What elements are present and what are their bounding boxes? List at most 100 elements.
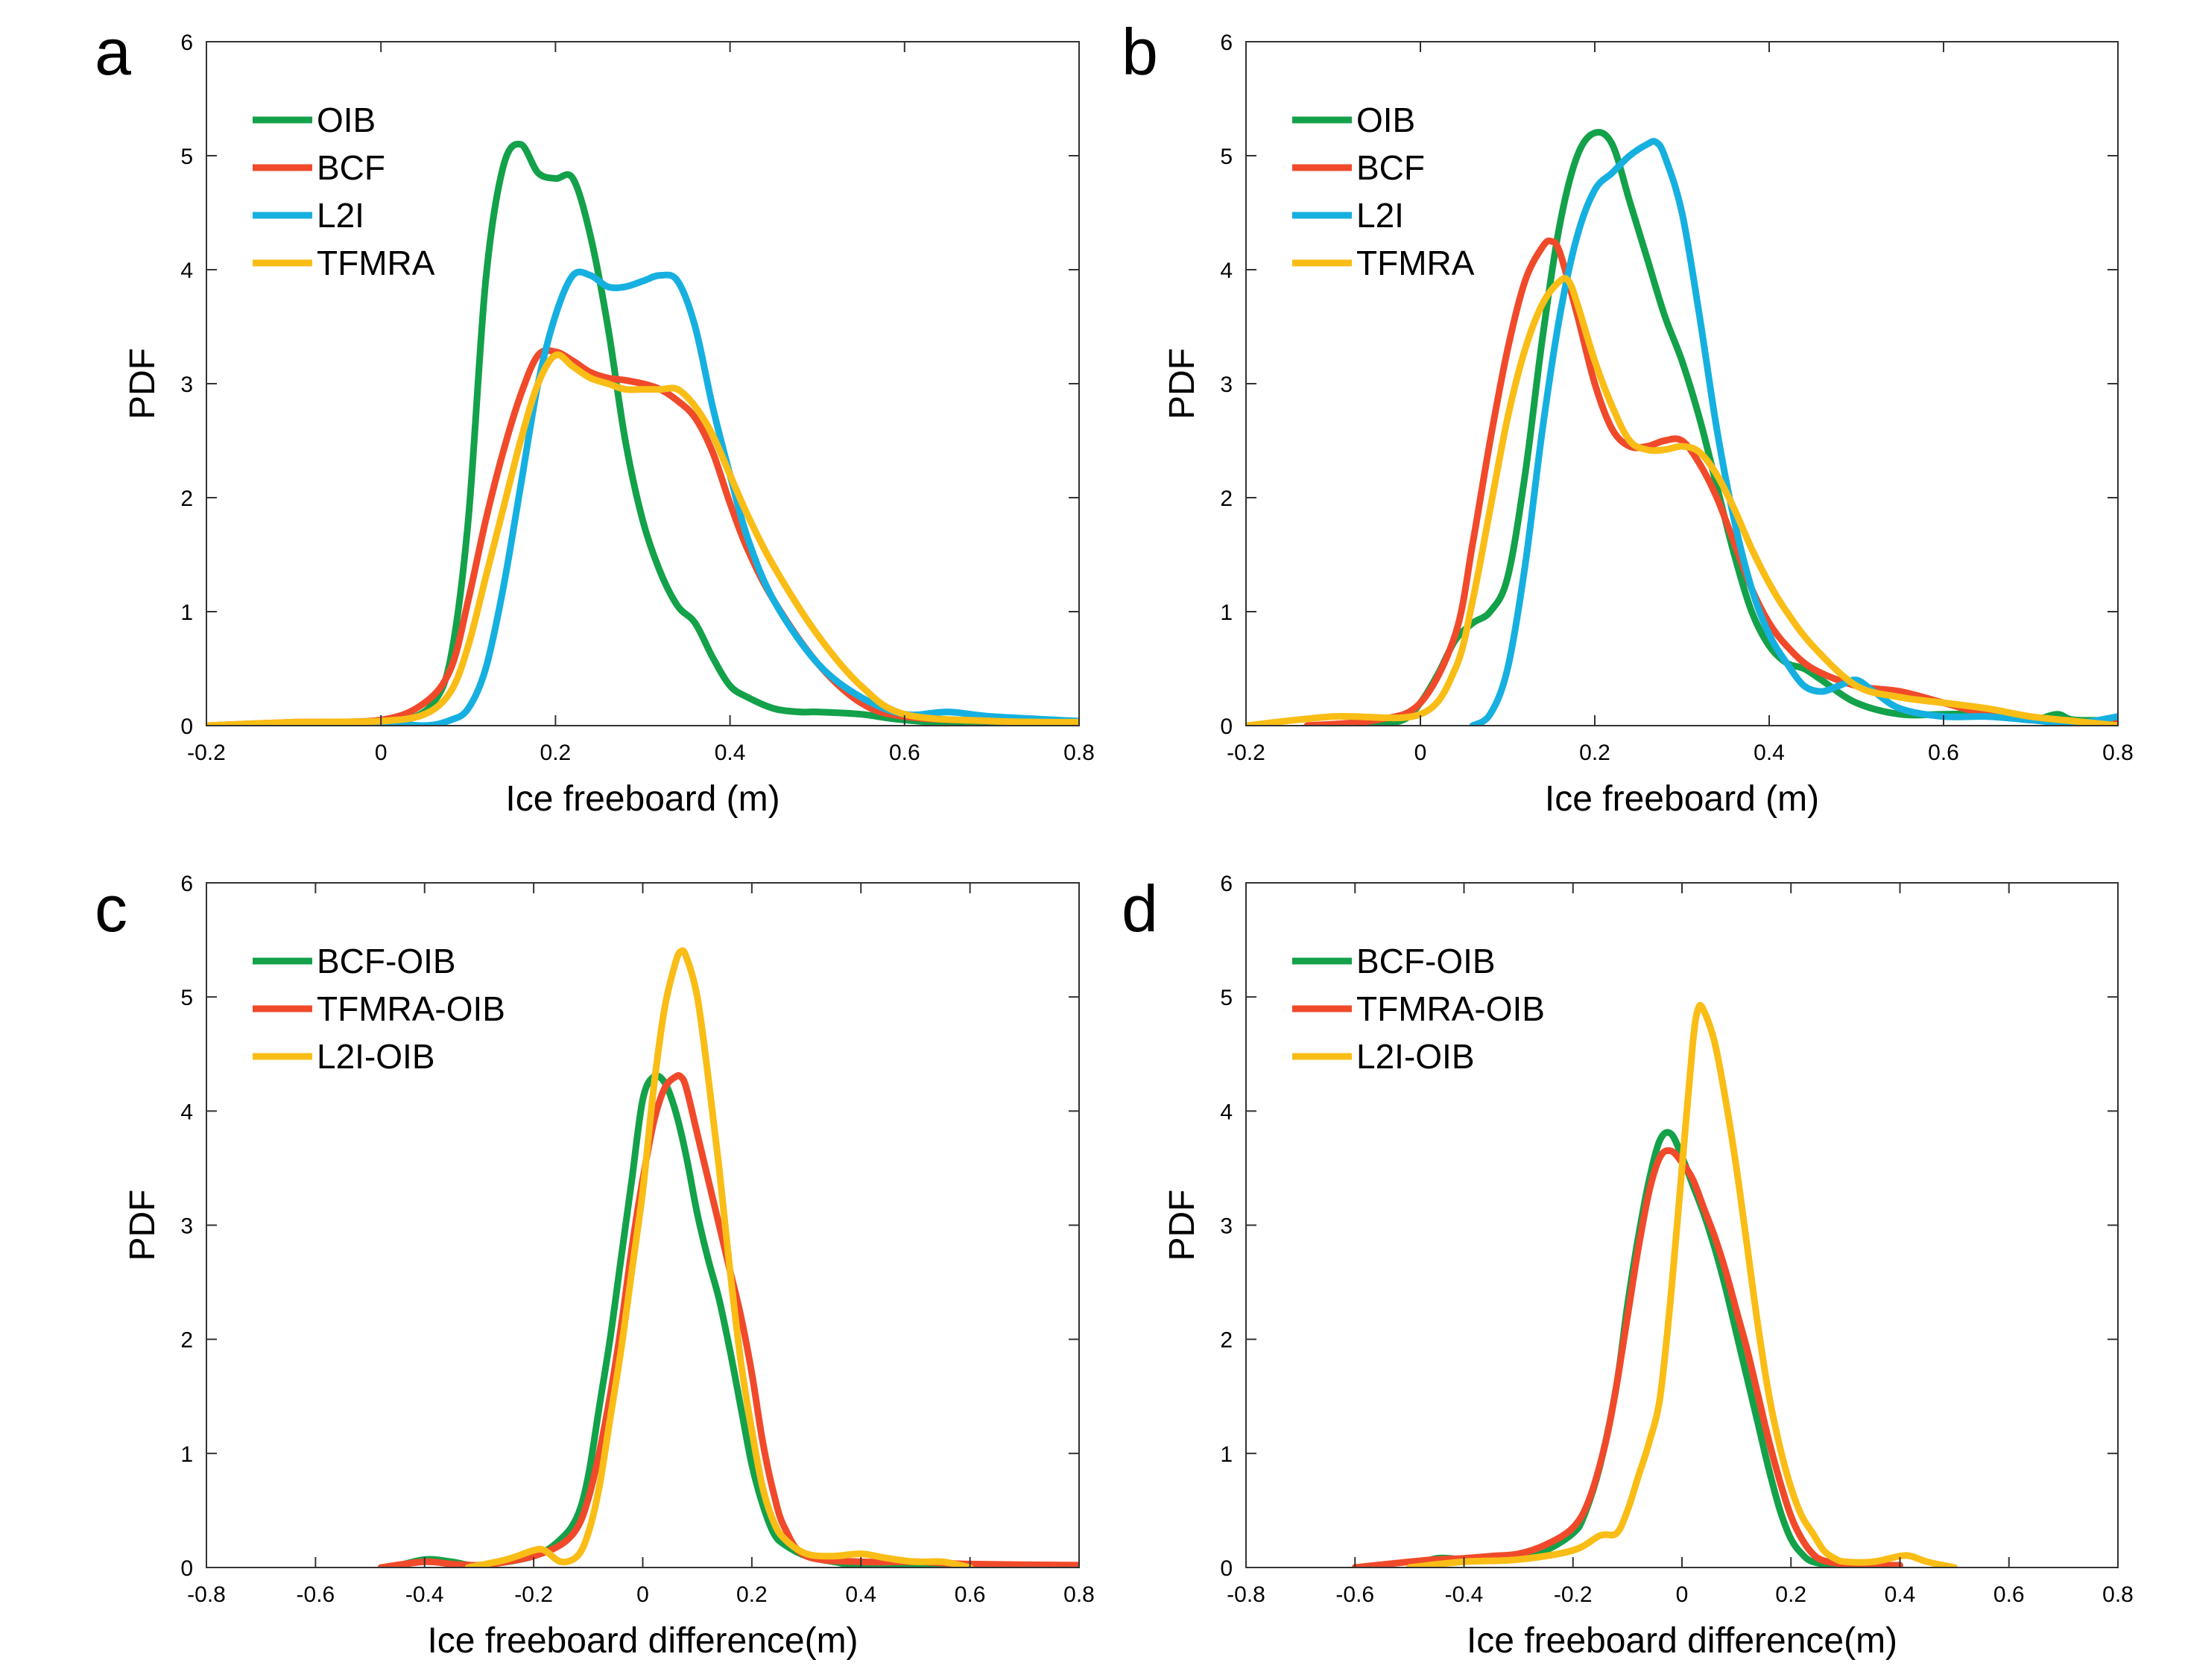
- legend-label-tfmra: TFMRA: [1356, 244, 1475, 282]
- series-line-tfmra-oib: [377, 1071, 1079, 1568]
- x-tick-label: 0.4: [845, 1582, 876, 1607]
- legend-label-tfmra: TFMRA: [317, 244, 435, 282]
- y-tick-label: 3: [1220, 373, 1233, 397]
- x-tick-label: 0.8: [1063, 1582, 1095, 1607]
- series-group: [1351, 1001, 1958, 1568]
- y-tick-label: 5: [1220, 145, 1233, 169]
- x-tick-label: -0.2: [514, 1582, 553, 1607]
- x-tick-label: 0.6: [1928, 741, 1959, 765]
- y-tick-label: 4: [1220, 259, 1233, 283]
- y-tick-label: 0: [1220, 714, 1233, 739]
- y-tick-label: 4: [180, 259, 193, 283]
- legend-label-bcf-oib: BCF-OIB: [1356, 942, 1496, 980]
- legend-label-l2i-oib: L2I-OIB: [1356, 1037, 1475, 1076]
- x-tick-label: -0.4: [1445, 1582, 1484, 1607]
- series-group: [377, 947, 1079, 1568]
- series-line-l2i-oib: [1405, 1001, 1958, 1568]
- series-line-tfmra: [1246, 275, 2118, 726]
- y-tick-label: 5: [180, 986, 193, 1010]
- series-line-tfmra-oib: [1351, 1147, 1903, 1568]
- axes-frame: [1245, 41, 2119, 726]
- series-line-l2i: [1469, 138, 2118, 726]
- y-tick-label: 6: [180, 31, 193, 55]
- axes-frame: [206, 882, 1080, 1568]
- y-tick-label: 4: [1220, 1100, 1233, 1124]
- series-group: [206, 140, 1079, 726]
- series-line-bcf: [1303, 237, 2118, 726]
- panel-letter: c: [95, 872, 127, 945]
- legend-label-bcf-oib: BCF-OIB: [317, 942, 456, 980]
- x-tick-label: 0: [375, 741, 388, 765]
- x-tick-label: 0.8: [2102, 741, 2134, 765]
- y-tick-label: 6: [1220, 31, 1233, 55]
- panel-c: c -0.8 -0.6 -0.4 -0.2 0 0.2 0.4 0.6 0.8 0 1 2 3 4 5 6 Ice…: [95, 872, 1095, 1661]
- y-tick-label: 2: [180, 486, 193, 511]
- series-line-bcf-oib: [1405, 1129, 1876, 1568]
- y-tick-label: 5: [180, 145, 193, 169]
- series-line-oib: [1365, 129, 2118, 726]
- x-axis-label: Ice freeboard difference(m): [427, 1621, 858, 1661]
- y-tick-label: 3: [180, 373, 193, 397]
- y-tick-label: 3: [1220, 1214, 1233, 1239]
- legend-label-tfmra-oib: TFMRA-OIB: [317, 989, 505, 1028]
- x-tick-label: -0.2: [1227, 741, 1265, 765]
- legend: BCF-OIB TFMRA-OIB L2I-OIB: [253, 942, 505, 1076]
- y-axis-label: PDF: [1163, 1190, 1202, 1261]
- y-tick-label: 1: [1220, 1442, 1233, 1467]
- y-tick-label: 4: [180, 1100, 193, 1124]
- x-tick-label: -0.6: [1335, 1582, 1374, 1607]
- x-tick-label: 0: [1414, 741, 1427, 765]
- series-line-oib: [334, 140, 1079, 726]
- x-tick-label: 0.8: [1063, 741, 1095, 765]
- x-tick-label: 0: [636, 1582, 649, 1607]
- x-tick-label: -0.2: [1554, 1582, 1593, 1607]
- x-axis-label: Ice freeboard difference(m): [1467, 1621, 1897, 1661]
- legend-label-l2i-oib: L2I-OIB: [317, 1037, 435, 1076]
- legend-label-tfmra-oib: TFMRA-OIB: [1356, 989, 1545, 1028]
- x-tick-label: -0.2: [187, 741, 226, 765]
- x-tick-label: -0.8: [187, 1582, 226, 1607]
- y-tick-label: 0: [180, 714, 193, 739]
- x-tick-label: 0.8: [2102, 1582, 2134, 1607]
- y-tick-label: 6: [180, 872, 193, 896]
- y-axis-label: PDF: [123, 1190, 162, 1261]
- x-tick-label: -0.6: [297, 1582, 335, 1607]
- y-tick-label: 2: [180, 1328, 193, 1353]
- legend-label-l2i: L2I: [317, 196, 364, 235]
- x-tick-label: 0.2: [1775, 1582, 1806, 1607]
- y-tick-label: 1: [1220, 600, 1233, 625]
- y-tick-label: 1: [180, 600, 193, 625]
- legend: BCF-OIB TFMRA-OIB L2I-OIB: [1292, 942, 1545, 1076]
- legend: OIB BCF L2I TFMRA: [253, 101, 435, 282]
- series-line-tfmra: [206, 351, 1079, 726]
- x-tick-label: 0.2: [540, 741, 572, 765]
- legend: OIB BCF L2I TFMRA: [1292, 101, 1475, 282]
- x-tick-label: 0: [1676, 1582, 1689, 1607]
- x-tick-label: 0.6: [1993, 1582, 2025, 1607]
- legend-label-oib: OIB: [1356, 101, 1415, 139]
- x-axis-label: Ice freeboard (m): [1545, 779, 1819, 819]
- x-tick-label: 0.6: [955, 1582, 986, 1607]
- x-tick-label: 0.2: [1579, 741, 1610, 765]
- legend-label-l2i: L2I: [1356, 196, 1404, 235]
- series-line-l2i-oib: [464, 947, 974, 1568]
- legend-label-oib: OIB: [317, 101, 376, 139]
- legend-label-bcf: BCF: [1356, 148, 1425, 187]
- x-axis-label: Ice freeboard (m): [505, 779, 780, 819]
- panel-letter: a: [95, 15, 131, 89]
- x-tick-label: -0.8: [1227, 1582, 1265, 1607]
- y-axis-label: PDF: [1163, 348, 1202, 419]
- x-tick-label: 0.4: [1754, 741, 1785, 765]
- panel-d: d -0.8 -0.6 -0.4 -0.2 0 0.2 0.4 0.6 0.8 0 1 2 3 4 5 6 Ice…: [1122, 872, 2134, 1661]
- axes-frame: [1245, 882, 2119, 1568]
- y-tick-label: 0: [1220, 1556, 1233, 1581]
- x-tick-label: -0.4: [405, 1582, 444, 1607]
- y-tick-label: 3: [180, 1214, 193, 1239]
- x-tick-label: 0.2: [736, 1582, 768, 1607]
- series-line-l2i: [281, 268, 1079, 726]
- y-tick-label: 5: [1220, 986, 1233, 1010]
- x-tick-label: 0.4: [1885, 1582, 1916, 1607]
- x-tick-label: 0.4: [715, 741, 746, 765]
